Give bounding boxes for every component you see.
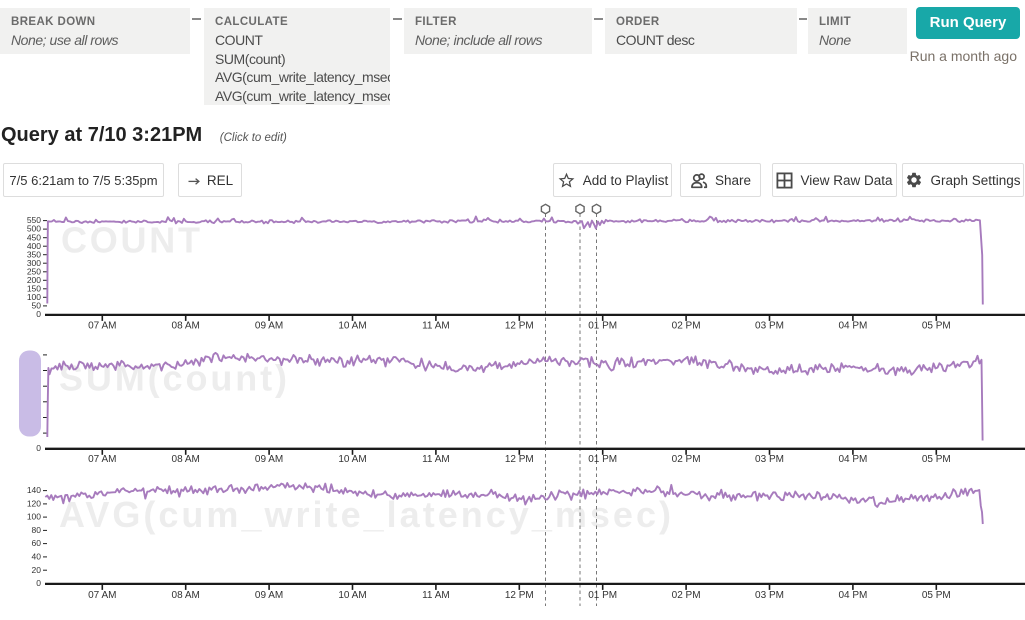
svg-text:0: 0 xyxy=(36,578,41,588)
svg-text:300: 300 xyxy=(27,258,41,268)
svg-text:09 AM: 09 AM xyxy=(255,590,283,601)
svg-text:12 PM: 12 PM xyxy=(505,320,534,331)
svg-text:03 PM: 03 PM xyxy=(755,454,784,465)
svg-text:03 PM: 03 PM xyxy=(755,590,784,601)
svg-text:AVG(cum_write_latency_msec): AVG(cum_write_latency_msec) xyxy=(59,494,671,535)
svg-text:08 AM: 08 AM xyxy=(172,320,200,331)
svg-text:11 AM: 11 AM xyxy=(422,454,450,465)
svg-text:SUM(count): SUM(count) xyxy=(59,358,287,399)
svg-text:12 PM: 12 PM xyxy=(505,590,534,601)
svg-text:50: 50 xyxy=(32,301,42,311)
svg-text:500: 500 xyxy=(27,224,41,234)
svg-text:02 PM: 02 PM xyxy=(672,320,701,331)
svg-text:10 AM: 10 AM xyxy=(338,454,366,465)
svg-text:11 AM: 11 AM xyxy=(422,590,450,601)
svg-text:120: 120 xyxy=(27,499,41,509)
svg-text:150: 150 xyxy=(27,283,41,293)
svg-text:02 PM: 02 PM xyxy=(672,590,701,601)
svg-text:40: 40 xyxy=(32,552,42,562)
svg-text:100: 100 xyxy=(27,292,41,302)
svg-text:07 AM: 07 AM xyxy=(88,590,116,601)
svg-text:02 PM: 02 PM xyxy=(672,454,701,465)
svg-text:07 AM: 07 AM xyxy=(88,454,116,465)
svg-text:03 PM: 03 PM xyxy=(755,320,784,331)
svg-text:04 PM: 04 PM xyxy=(838,454,867,465)
svg-text:100: 100 xyxy=(27,512,41,522)
svg-text:11 AM: 11 AM xyxy=(422,320,450,331)
svg-text:0: 0 xyxy=(36,309,41,319)
svg-text:80: 80 xyxy=(32,525,42,535)
svg-text:350: 350 xyxy=(27,249,41,259)
svg-text:12 PM: 12 PM xyxy=(505,454,534,465)
svg-text:10 AM: 10 AM xyxy=(338,590,366,601)
svg-text:04 PM: 04 PM xyxy=(838,320,867,331)
svg-text:250: 250 xyxy=(27,266,41,276)
svg-text:05 PM: 05 PM xyxy=(922,454,951,465)
svg-text:20: 20 xyxy=(32,565,42,575)
svg-text:09 AM: 09 AM xyxy=(255,320,283,331)
svg-text:01 PM: 01 PM xyxy=(588,590,617,601)
svg-text:60: 60 xyxy=(32,538,42,548)
svg-text:09 AM: 09 AM xyxy=(255,454,283,465)
svg-text:08 AM: 08 AM xyxy=(172,454,200,465)
svg-text:05 PM: 05 PM xyxy=(922,320,951,331)
svg-text:0: 0 xyxy=(36,443,41,453)
svg-text:COUNT: COUNT xyxy=(61,220,200,261)
svg-text:05 PM: 05 PM xyxy=(922,590,951,601)
svg-text:01 PM: 01 PM xyxy=(588,454,617,465)
svg-text:450: 450 xyxy=(27,232,41,242)
svg-text:07 AM: 07 AM xyxy=(88,320,116,331)
svg-text:550: 550 xyxy=(27,215,41,225)
svg-text:400: 400 xyxy=(27,241,41,251)
svg-text:04 PM: 04 PM xyxy=(838,590,867,601)
svg-text:200: 200 xyxy=(27,275,41,285)
svg-text:140: 140 xyxy=(27,485,41,495)
svg-text:01 PM: 01 PM xyxy=(588,320,617,331)
svg-text:08 AM: 08 AM xyxy=(172,590,200,601)
svg-text:10 AM: 10 AM xyxy=(338,320,366,331)
